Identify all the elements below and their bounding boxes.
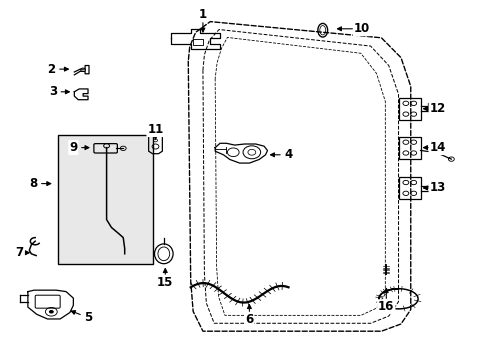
Text: 16: 16 [377, 300, 394, 313]
Text: 2: 2 [47, 63, 55, 76]
Text: 7: 7 [16, 246, 23, 259]
Text: 1: 1 [199, 8, 206, 21]
Text: 6: 6 [245, 313, 253, 326]
Bar [58, 135, 153, 264]
Bar [398, 137, 420, 159]
Text: 15: 15 [157, 276, 173, 289]
Text: 8: 8 [29, 177, 37, 190]
Bar [398, 177, 420, 199]
Text: 12: 12 [428, 102, 445, 115]
Text: 10: 10 [353, 22, 369, 35]
Text: 13: 13 [428, 181, 445, 194]
Text: 11: 11 [147, 123, 163, 136]
Text: 4: 4 [284, 148, 292, 161]
Text: 9: 9 [69, 141, 77, 154]
Text: 5: 5 [84, 311, 92, 324]
Text: 14: 14 [428, 141, 445, 154]
Circle shape [49, 310, 54, 314]
Bar [398, 98, 420, 120]
Text: 3: 3 [49, 85, 57, 98]
